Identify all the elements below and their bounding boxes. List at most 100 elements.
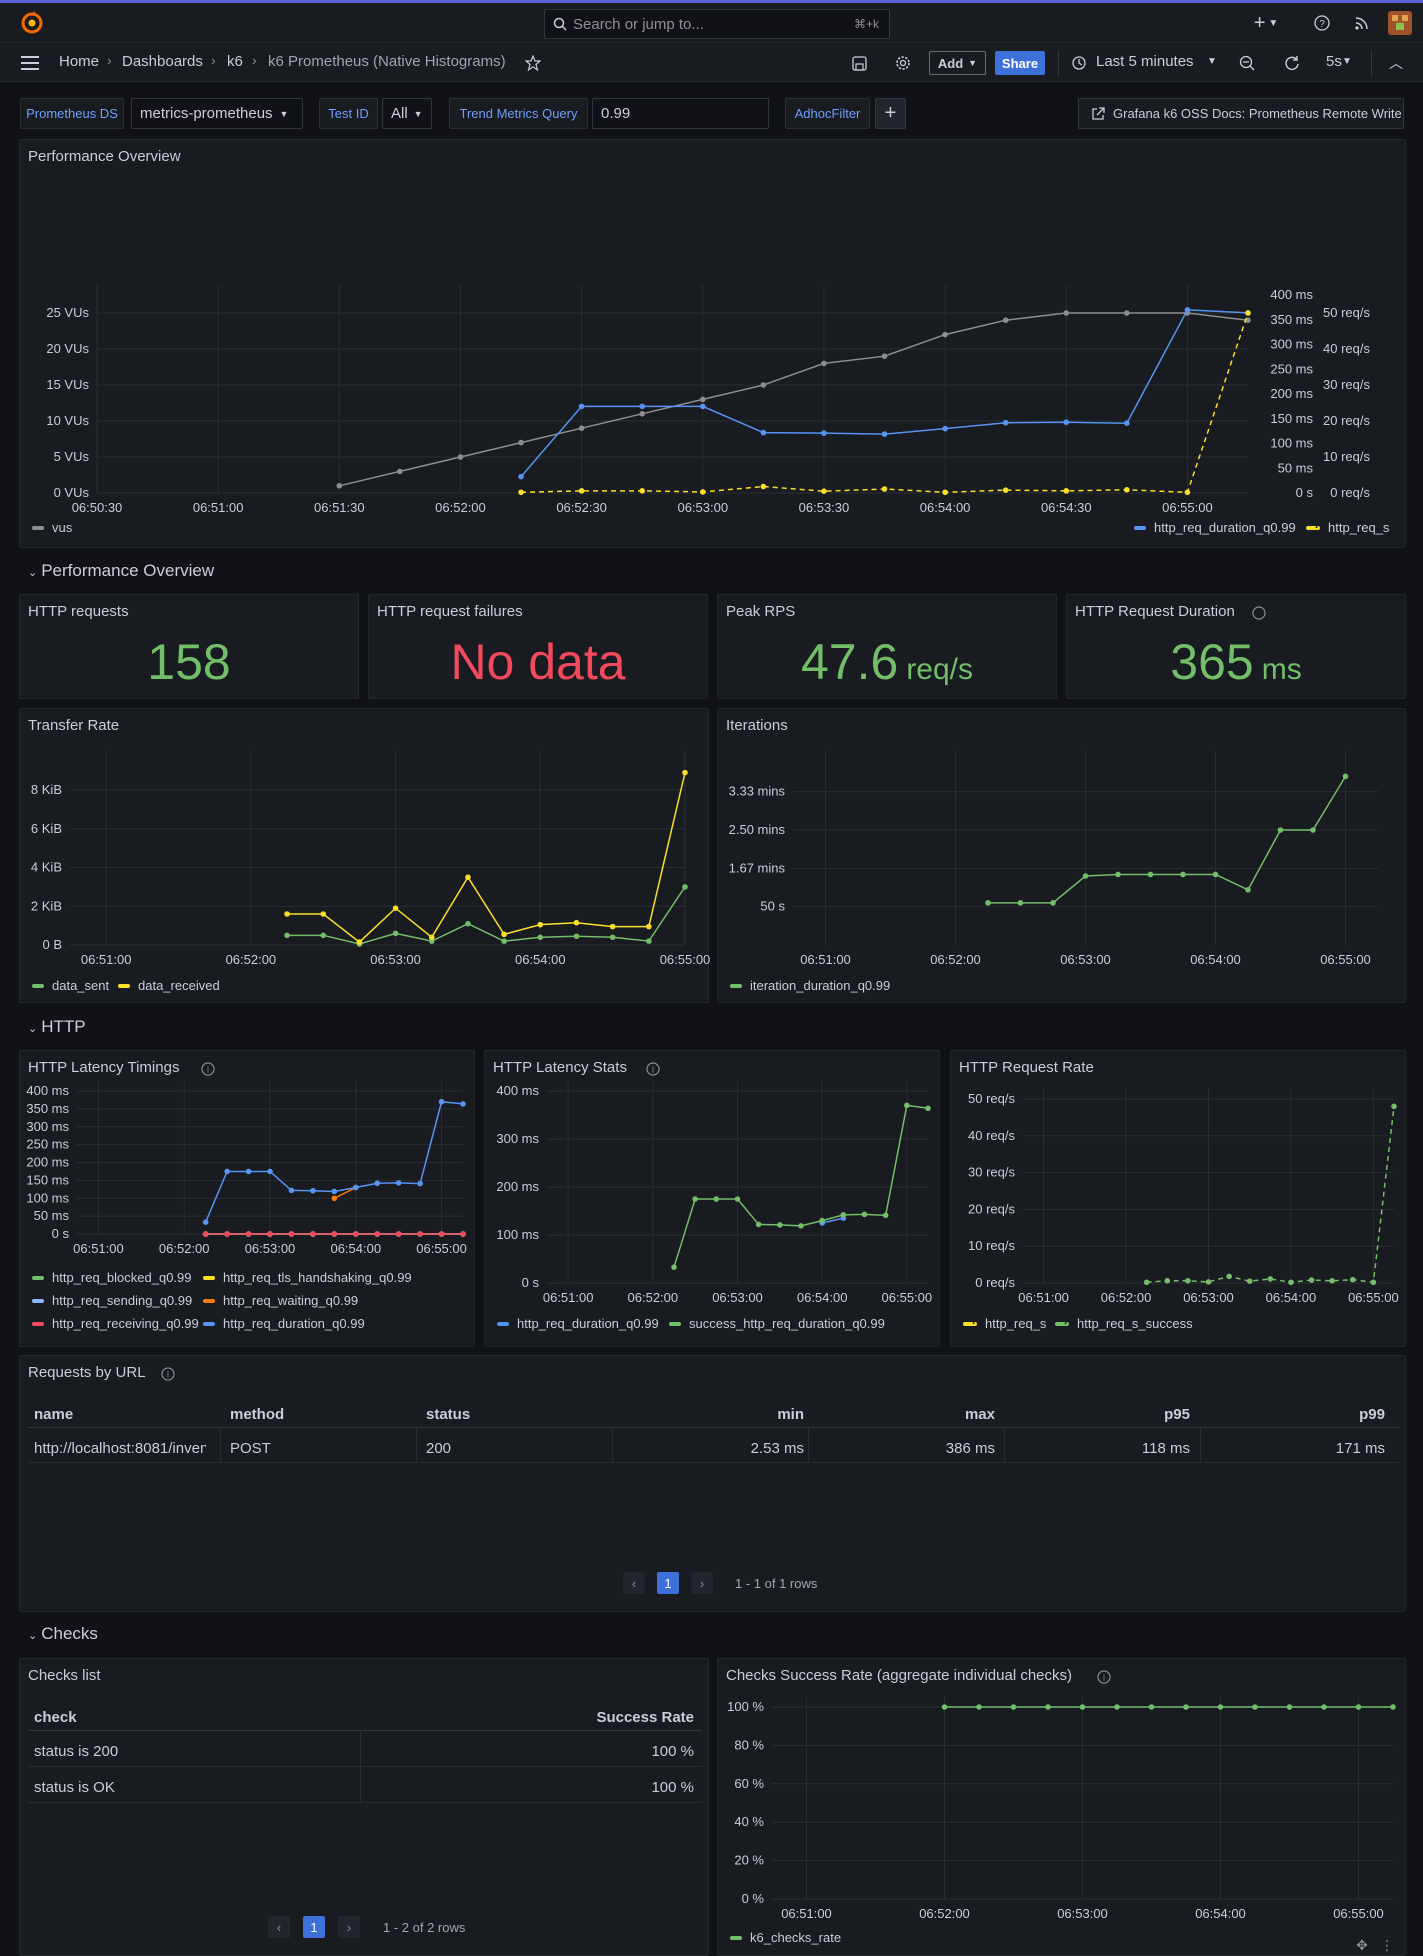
- legend-swatch: [730, 1935, 742, 1940]
- x-tick-label: 06:51:00: [543, 1290, 594, 1305]
- data-point-data_received: [284, 911, 290, 917]
- legend-item-http_req_duration_q0.99[interactable]: http_req_duration_q0.99: [1134, 520, 1296, 535]
- breadcrumb-home[interactable]: Home: [59, 53, 100, 70]
- breadcrumb-folder[interactable]: k6: [227, 53, 243, 70]
- table-header-max[interactable]: max: [964, 1406, 995, 1423]
- breadcrumb-dashboards[interactable]: Dashboards: [122, 53, 203, 70]
- legend-item-vus[interactable]: vus: [32, 520, 72, 535]
- performance-overview-chart[interactable]: 0 VUs 5 VUs 10 VUs 15 VUs 20 VUs 25 VUs 06:50:…: [20, 140, 1407, 549]
- data-point-k6_checks_rate: [1148, 1704, 1155, 1710]
- save-dashboard-icon[interactable]: [850, 54, 868, 72]
- var-select-prometheus-ds[interactable]: metrics-prometheus ▼: [131, 98, 303, 129]
- user-avatar[interactable]: [1388, 11, 1412, 35]
- legend-item-http_req_waiting_q0.99[interactable]: http_req_waiting_q0.99: [203, 1293, 358, 1308]
- legend-item-data_received[interactable]: data_received: [118, 978, 220, 993]
- help-icon[interactable]: ?: [1312, 13, 1332, 33]
- data-point-http_req_duration_q0.99: [1002, 419, 1009, 426]
- pagination-prev-button[interactable]: ‹: [268, 1916, 290, 1938]
- table-header-min[interactable]: min: [777, 1406, 804, 1423]
- table-header-p95[interactable]: p95: [1164, 1406, 1190, 1423]
- time-range-picker[interactable]: Last 5 minutes: [1096, 53, 1194, 70]
- transfer-rate-chart[interactable]: 0 B 2 KiB 4 KiB 6 KiB 8 KiB 06:51:00 06:52:00 0…: [20, 709, 710, 1004]
- table-header-divider: [28, 1730, 702, 1731]
- http-latency-stats-chart[interactable]: 0 s 100 ms 200 ms 300 ms 400 ms 06:51:00 06:52…: [485, 1051, 941, 1348]
- x-tick-label: 06:54:00: [1190, 952, 1241, 967]
- http-request-rate-chart[interactable]: 0 req/s 10 req/s 20 req/s 30 req/s 40 req/s 5…: [951, 1051, 1407, 1348]
- legend-item-http_req_receiving_q0.99[interactable]: http_req_receiving_q0.99: [32, 1316, 199, 1331]
- data-point-k6_checks_rate: [1390, 1704, 1396, 1710]
- legend-item-data_sent[interactable]: data_sent: [32, 978, 109, 993]
- x-tick-label: 06:52:00: [159, 1241, 210, 1256]
- legend-item-http_req_tls_handshaking_q0.99[interactable]: http_req_tls_handshaking_q0.99: [203, 1270, 412, 1285]
- data-point-data_received: [573, 919, 580, 926]
- panel-transfer-rate: Transfer Rate 0 B 2 KiB 4 KiB 6 KiB 8 KiB 06:…: [19, 708, 710, 1004]
- pagination-next-button[interactable]: ›: [338, 1916, 360, 1938]
- y-tick-label-right: 0 s: [1296, 485, 1314, 500]
- search-input[interactable]: Search or jump to... ⌘+k: [544, 9, 890, 39]
- info-icon[interactable]: i: [1097, 1670, 1111, 1684]
- new-menu-button[interactable]: + ▼: [1252, 11, 1280, 35]
- row-header-performance-overview[interactable]: ⌄ Performance Overview: [28, 561, 214, 581]
- data-point-http_req_duration_q0.99: [438, 1098, 445, 1105]
- share-button[interactable]: Share: [995, 51, 1045, 75]
- table-header-check[interactable]: check: [34, 1709, 77, 1726]
- table-header-method[interactable]: method: [230, 1406, 285, 1423]
- legend-item-http_req_s_success[interactable]: http_req_s_success: [1055, 1316, 1193, 1331]
- var-select-test-id[interactable]: All ▼: [382, 98, 432, 129]
- data-point-success_http_req_duration_q0.99: [861, 1211, 868, 1218]
- toolbar-divider: [1058, 50, 1059, 76]
- legend-item-success_http_req_duration_q0.99[interactable]: success_http_req_duration_q0.99: [669, 1316, 885, 1331]
- settings-gear-icon[interactable]: [894, 54, 912, 72]
- http-latency-timings-chart[interactable]: 0 s 50 ms 100 ms 150 ms 200 ms 250 ms 300 ms 35…: [20, 1051, 476, 1348]
- pagination-page-1[interactable]: 1: [303, 1916, 325, 1938]
- var-input-trend-metrics[interactable]: 0.99: [592, 98, 769, 129]
- refresh-icon[interactable]: [1283, 54, 1301, 72]
- info-icon[interactable]: i: [646, 1062, 660, 1076]
- table-header-status[interactable]: status: [426, 1406, 471, 1423]
- info-icon[interactable]: i: [201, 1062, 215, 1076]
- news-rss-icon[interactable]: [1352, 13, 1372, 33]
- data-point-vus: [821, 360, 827, 367]
- table-header-name[interactable]: name: [34, 1406, 74, 1423]
- info-icon[interactable]: i: [161, 1367, 175, 1381]
- zoom-out-icon[interactable]: [1238, 54, 1256, 72]
- pagination-page-1[interactable]: 1: [657, 1572, 679, 1594]
- add-filter-button[interactable]: +: [875, 98, 906, 129]
- legend-item-http_req_duration_q0.99[interactable]: http_req_duration_q0.99: [203, 1316, 365, 1331]
- table-header-p99[interactable]: p99: [1359, 1406, 1385, 1423]
- legend-label: http_req_s: [985, 1316, 1047, 1331]
- info-icon[interactable]: [1252, 606, 1266, 620]
- resize-handle-icon[interactable]: ✥: [1356, 1936, 1368, 1953]
- table-cell: status is 200: [34, 1743, 119, 1760]
- menu-icon[interactable]: [20, 54, 40, 72]
- table-header-success-rate[interactable]: Success Rate: [596, 1709, 694, 1726]
- checks-success-rate-chart[interactable]: 0 % 20 % 40 % 60 % 80 % 100 % 06:51:00 06:52:00…: [718, 1659, 1407, 1956]
- grafana-logo-icon[interactable]: [20, 11, 44, 35]
- legend-item-http_req_duration_q0.99[interactable]: http_req_duration_q0.99: [497, 1316, 659, 1331]
- legend-label: http_req_receiving_q0.99: [52, 1316, 199, 1331]
- pagination-prev-button[interactable]: ‹: [623, 1572, 645, 1594]
- top-bar: Search or jump to... ⌘+k + ▼ ?: [0, 3, 1423, 43]
- row-header-checks[interactable]: ⌄ Checks: [28, 1624, 98, 1644]
- data-point-http_req_s_success: [1308, 1277, 1315, 1283]
- legend-item-k6_checks_rate[interactable]: k6_checks_rate: [730, 1930, 841, 1945]
- row-header-http[interactable]: ⌄ HTTP: [28, 1017, 86, 1037]
- legend-item-http_req_sending_q0.99[interactable]: http_req_sending_q0.99: [32, 1293, 192, 1308]
- add-button[interactable]: Add ▼: [929, 51, 986, 75]
- chevron-down-icon: ⌄: [28, 567, 38, 579]
- data-point-vus: [518, 439, 524, 446]
- legend-item-http_req_blocked_q0.99[interactable]: http_req_blocked_q0.99: [32, 1270, 192, 1285]
- star-icon[interactable]: [524, 54, 542, 72]
- docs-link[interactable]: Grafana k6 OSS Docs: Prometheus Remote W…: [1078, 98, 1404, 129]
- data-point-http_req_s: [699, 489, 706, 495]
- chevron-up-icon[interactable]: ︿: [1389, 55, 1403, 71]
- table-cell: 200: [426, 1440, 452, 1457]
- legend-item-http_req_s[interactable]: http_req_s: [1306, 520, 1389, 535]
- legend-item-iteration_duration_q0.99[interactable]: iteration_duration_q0.99: [730, 978, 890, 993]
- pagination-next-button[interactable]: ›: [691, 1572, 713, 1594]
- legend-item-http_req_s[interactable]: http_req_s: [963, 1316, 1046, 1331]
- refresh-interval-picker[interactable]: 5s: [1326, 53, 1342, 70]
- panel-menu-icon[interactable]: ⋮: [1380, 1936, 1394, 1953]
- iterations-chart[interactable]: 50 s 1.67 mins 2.50 mins 3.33 mins 06:51:00 0…: [718, 709, 1407, 1004]
- data-point-http_req_s: [942, 489, 948, 496]
